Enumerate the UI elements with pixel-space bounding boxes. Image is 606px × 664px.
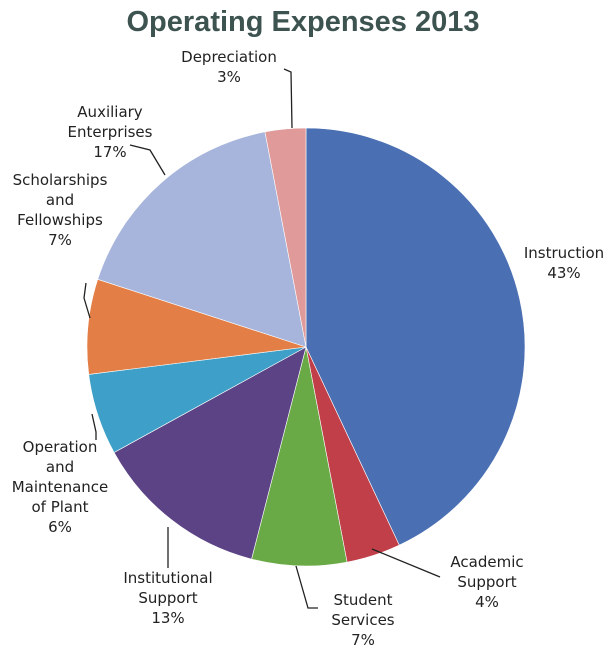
chart-title: Operating Expenses 2013 [126,6,480,38]
data-label-text: Academic [450,553,523,571]
leader-lines [83,68,441,609]
leader-line-student-services [295,565,318,609]
pie-slice-auxiliary-enterprises [97,131,307,348]
data-label-instruction: Instruction 43% [524,244,604,282]
data-label-operation-and-maintenance-of-plant: Operation and Maintenance of Plant 6% [12,438,109,536]
pie-slice-instruction [305,127,526,546]
pie-slices [86,127,526,567]
data-label-text: Enterprises [68,123,153,141]
data-label-text: Instruction [524,244,604,262]
data-label-student-services: Student Services 7% [331,591,394,649]
data-label-value: 13% [151,609,184,627]
data-label-institutional-support: Institutional Support 13% [123,569,212,627]
data-label-text: Fellowships [17,211,103,229]
leader-line-academic-support [371,548,441,578]
leader-line-auxiliary-enterprises [129,144,166,176]
data-label-text: Scholarships [13,171,108,189]
leader-line-scholarships-and-fellowships [83,282,91,319]
data-labels: Instruction 43% Academic Support 4% Student Se… [12,48,604,649]
data-label-value: 17% [93,143,126,161]
data-label-text: Operation [23,438,98,456]
data-label-value: 4% [475,593,499,611]
data-label-text: and [46,458,74,476]
data-label-auxiliary-enterprises: Auxiliary Enterprises 17% [68,103,153,161]
pie-slice-institutional-support [113,346,307,560]
data-label-value: 7% [351,631,375,649]
data-label-text: Student [333,591,392,609]
data-label-value: 6% [48,518,72,536]
data-label-text: Maintenance [12,478,109,496]
data-label-text: Auxiliary [77,103,143,121]
pie-slice-depreciation [264,127,307,348]
data-label-depreciation: Depreciation 3% [181,48,277,86]
data-label-text: Institutional [123,569,212,587]
data-label-scholarships-and-fellowships: Scholarships and Fellowships 7% [13,171,108,249]
data-label-text: and [46,191,74,209]
data-label-value: 3% [217,68,241,86]
data-label-text: Support [138,589,197,607]
data-label-text: Support [457,573,516,591]
data-label-value: 43% [547,264,580,282]
data-label-text: Services [331,611,394,629]
data-label-text: Depreciation [181,48,277,66]
data-label-value: 7% [48,231,72,249]
leader-line-operation-and-maintenance-of-plant [91,413,97,440]
data-label-text: of Plant [31,498,88,516]
data-label-academic-support: Academic Support 4% [450,553,523,611]
leader-line-depreciation [283,68,293,129]
